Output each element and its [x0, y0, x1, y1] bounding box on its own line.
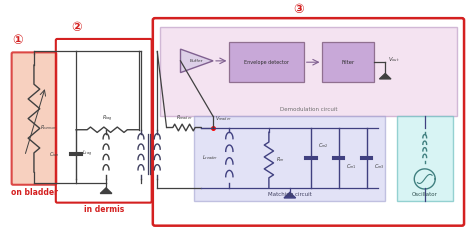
FancyBboxPatch shape — [12, 52, 56, 185]
Text: $L_{tag}$: $L_{tag}$ — [82, 149, 92, 159]
Text: $R_{tag}$: $R_{tag}$ — [102, 114, 113, 124]
Text: $V_{out}$: $V_{out}$ — [388, 55, 399, 64]
Text: $C_{tun}$: $C_{tun}$ — [49, 150, 59, 159]
Text: Buffer: Buffer — [190, 59, 204, 63]
Text: $R_{sensor}$: $R_{sensor}$ — [40, 123, 57, 132]
Text: Filter: Filter — [341, 60, 355, 65]
Bar — [229, 42, 304, 82]
Text: ①: ① — [12, 34, 22, 47]
Text: on bladder: on bladder — [10, 188, 58, 197]
Polygon shape — [284, 192, 296, 198]
Text: Envelope detector: Envelope detector — [244, 60, 289, 65]
Text: $C_{m1}$: $C_{m1}$ — [346, 162, 356, 171]
Polygon shape — [100, 188, 112, 194]
Text: $R_{reader}$: $R_{reader}$ — [176, 113, 192, 122]
Polygon shape — [380, 73, 391, 79]
Text: Matching circuit: Matching circuit — [268, 192, 312, 197]
Bar — [195, 116, 385, 201]
Text: in dermis: in dermis — [84, 205, 124, 215]
Text: Demodulation circuit: Demodulation circuit — [280, 107, 337, 112]
Text: $L_{reader}$: $L_{reader}$ — [202, 153, 218, 162]
Text: $V_{reader}$: $V_{reader}$ — [215, 114, 232, 123]
Text: ③: ③ — [293, 3, 304, 16]
Text: $R_m$: $R_m$ — [276, 155, 285, 164]
Polygon shape — [181, 49, 213, 73]
Bar — [322, 42, 373, 82]
Text: ②: ② — [71, 21, 82, 34]
Bar — [397, 116, 453, 201]
Text: Oscillator: Oscillator — [412, 192, 438, 197]
Bar — [160, 27, 457, 116]
Text: $C_{m3}$: $C_{m3}$ — [373, 162, 384, 171]
Text: $C_{m2}$: $C_{m2}$ — [318, 141, 328, 150]
